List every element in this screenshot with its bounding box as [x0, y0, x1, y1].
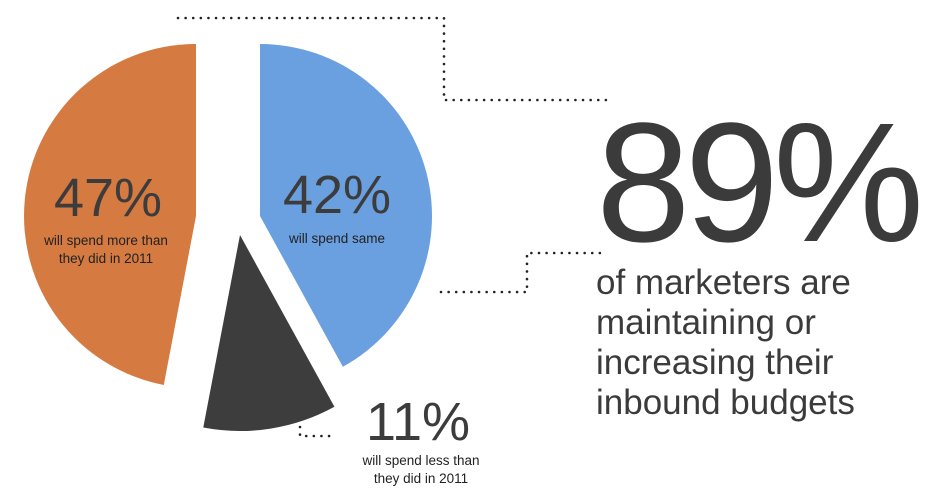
callout-line-1: of marketers are [596, 263, 851, 302]
slice-label-less-percent: 11% [366, 392, 470, 452]
slice-labels: 47% will spend more than they did in 201… [43, 165, 479, 486]
slice-label-same-desc: will spend same [288, 231, 385, 246]
slice-label-less-desc-line2: they did in 2011 [374, 471, 468, 486]
slice-label-more-percent: 47% [54, 168, 162, 228]
leader-line-top [176, 16, 614, 102]
callout-line-2: maintaining or [596, 303, 816, 342]
slice-label-more-desc-line2: they did in 2011 [59, 251, 153, 266]
callout-line-3: increasing their [596, 343, 834, 382]
slice-label-same-percent: 42% [283, 165, 391, 225]
pie-slices [24, 44, 432, 432]
slice-label-more-desc-line1: will spend more than [43, 233, 168, 248]
pie-slice-less [203, 235, 335, 432]
pie-slice-more [24, 44, 196, 385]
callout-line-4: inbound budgets [596, 383, 855, 422]
headline-callout: 89% of marketers are maintaining or incr… [596, 88, 941, 423]
callout-big-percent: 89% [596, 88, 924, 278]
leader-line-middle [439, 251, 607, 294]
slice-label-less-desc-line1: will spend less than [361, 453, 479, 468]
callout-description: of marketers are maintaining or increasi… [596, 263, 941, 423]
pie-slice-same [260, 44, 432, 367]
leader-lines [176, 16, 614, 438]
leader-line-bottom [298, 425, 336, 438]
